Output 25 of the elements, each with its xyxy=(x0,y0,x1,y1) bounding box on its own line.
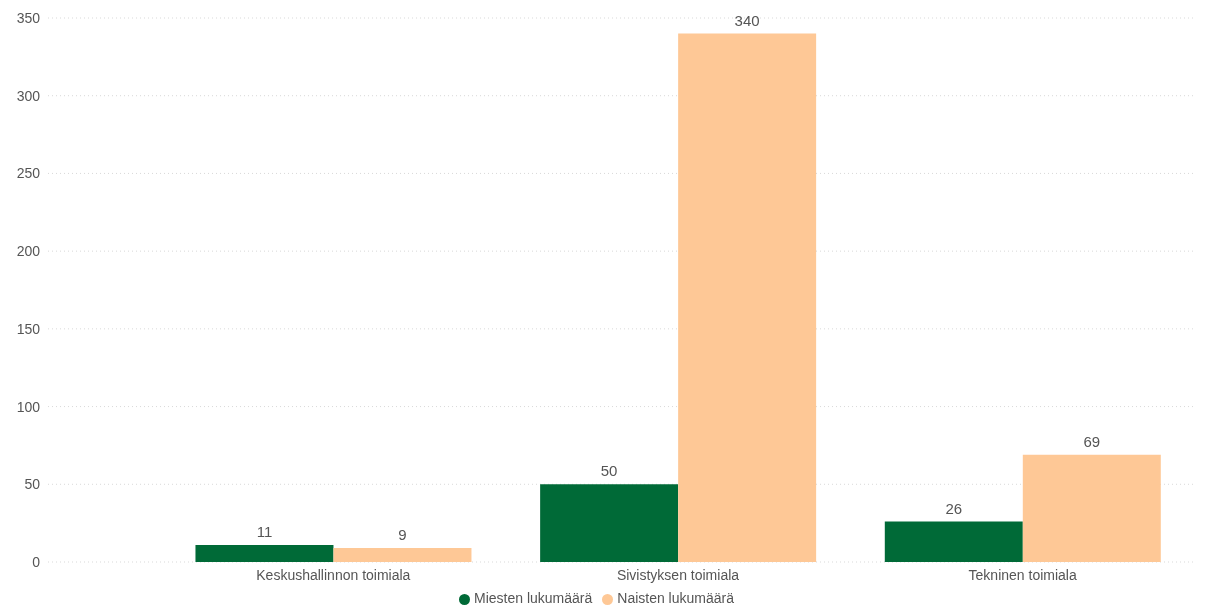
y-tick-label: 0 xyxy=(32,553,41,570)
x-tick-label: Keskushallinnon toimiala xyxy=(256,566,411,583)
bar xyxy=(333,548,472,562)
data-label: 11 xyxy=(256,522,273,540)
data-label: 9 xyxy=(398,526,407,544)
bar xyxy=(678,33,817,562)
bar xyxy=(884,521,1023,562)
x-tick-label: Sivistyksen toimiala xyxy=(616,566,740,583)
data-label: 69 xyxy=(1083,432,1101,450)
legend-label: Miesten lukumäärä xyxy=(473,590,593,606)
bar xyxy=(195,544,334,562)
y-tick-label: 350 xyxy=(16,9,41,26)
y-tick-label: 50 xyxy=(24,476,41,493)
y-tick-label: 100 xyxy=(16,398,41,415)
bar xyxy=(1022,454,1161,562)
x-tick-label: Tekninen toimiala xyxy=(968,566,1077,583)
data-label: 26 xyxy=(945,499,963,517)
y-tick-label: 150 xyxy=(16,320,41,337)
y-tick-label: 200 xyxy=(16,243,41,260)
data-label: 340 xyxy=(734,11,760,29)
y-tick-label: 250 xyxy=(16,165,41,182)
legend-label: Naisten lukumäärä xyxy=(617,590,734,606)
y-tick-label: 300 xyxy=(16,87,41,104)
data-label: 50 xyxy=(600,462,618,480)
bar xyxy=(540,484,679,562)
